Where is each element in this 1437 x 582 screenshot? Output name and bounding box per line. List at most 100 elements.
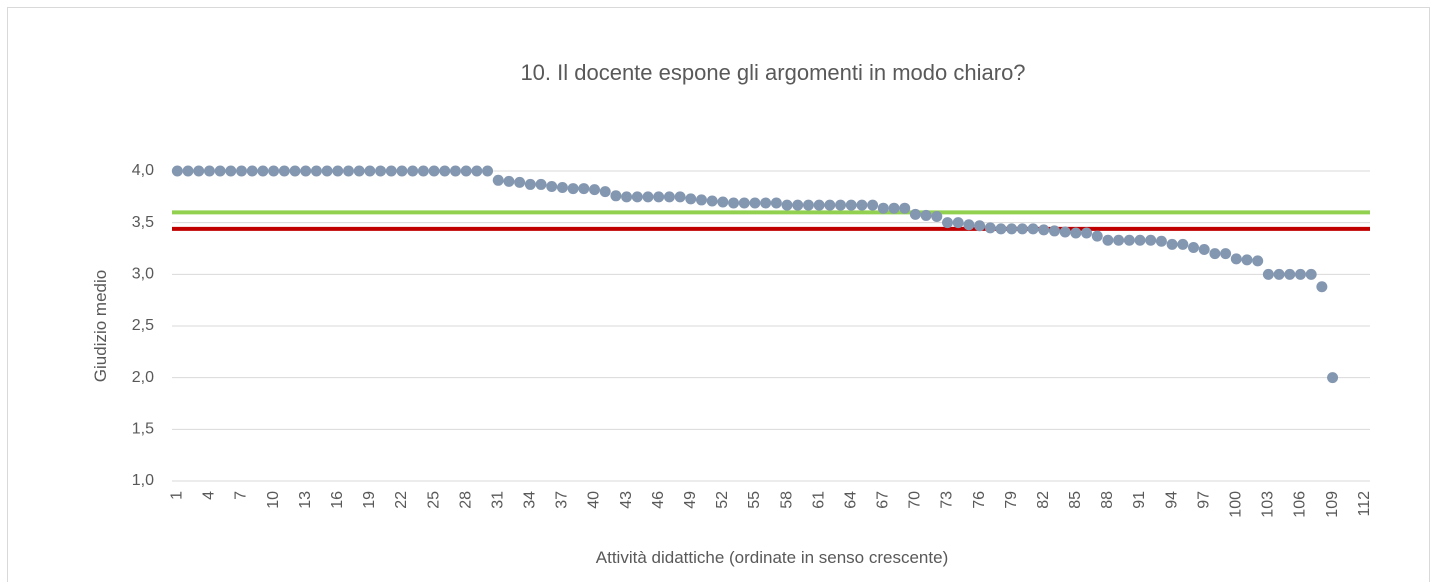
point bbox=[1134, 234, 1146, 246]
point bbox=[1327, 372, 1339, 384]
point bbox=[1102, 234, 1114, 246]
point bbox=[236, 165, 248, 177]
point bbox=[760, 197, 772, 209]
point bbox=[663, 191, 675, 203]
point bbox=[1145, 234, 1157, 246]
point bbox=[246, 165, 258, 177]
point bbox=[888, 202, 900, 214]
y-tick-label: 4,0 bbox=[132, 162, 154, 179]
point bbox=[1188, 241, 1200, 253]
point bbox=[1284, 268, 1296, 280]
x-tick-label: 58 bbox=[778, 491, 795, 509]
point bbox=[706, 195, 718, 207]
point bbox=[599, 186, 611, 198]
x-tick-label: 43 bbox=[618, 491, 635, 509]
x-tick-label: 61 bbox=[810, 491, 827, 509]
x-tick-label: 100 bbox=[1228, 491, 1245, 518]
point bbox=[653, 191, 665, 203]
x-tick-label: 109 bbox=[1324, 491, 1341, 518]
point bbox=[931, 210, 943, 222]
point bbox=[1262, 268, 1274, 280]
point bbox=[417, 165, 429, 177]
x-tick-label: 7 bbox=[233, 491, 250, 500]
point bbox=[332, 165, 344, 177]
point bbox=[685, 193, 697, 205]
point bbox=[342, 165, 354, 177]
point bbox=[556, 182, 568, 194]
point bbox=[845, 199, 857, 211]
point bbox=[268, 165, 280, 177]
x-tick-label: 13 bbox=[297, 491, 314, 509]
point bbox=[856, 199, 868, 211]
point bbox=[278, 165, 290, 177]
point bbox=[214, 165, 226, 177]
point bbox=[449, 165, 461, 177]
x-tick-label: 40 bbox=[586, 491, 603, 509]
point bbox=[1048, 225, 1060, 237]
point bbox=[963, 219, 975, 231]
chart-title: 10. Il docente espone gli argomenti in m… bbox=[520, 60, 1025, 85]
x-tick-label: 85 bbox=[1067, 491, 1084, 509]
point bbox=[578, 183, 590, 195]
point bbox=[535, 178, 547, 190]
point bbox=[1209, 248, 1221, 260]
point bbox=[321, 165, 333, 177]
point bbox=[310, 165, 322, 177]
y-tick-label: 2,5 bbox=[132, 317, 154, 334]
point bbox=[503, 175, 515, 187]
point bbox=[514, 176, 526, 188]
point bbox=[813, 199, 825, 211]
point bbox=[1273, 268, 1285, 280]
x-tick-label: 46 bbox=[650, 491, 667, 509]
x-tick-label: 52 bbox=[714, 491, 731, 509]
point bbox=[1027, 223, 1039, 235]
point bbox=[1113, 234, 1125, 246]
x-tick-label: 70 bbox=[907, 491, 924, 509]
y-tick-label: 1,5 bbox=[132, 421, 154, 438]
point bbox=[867, 199, 879, 211]
point bbox=[546, 181, 558, 192]
point bbox=[995, 223, 1007, 235]
x-tick-label: 55 bbox=[746, 491, 763, 509]
x-tick-label: 73 bbox=[939, 491, 956, 509]
x-tick-label: 25 bbox=[425, 491, 442, 509]
point bbox=[1016, 223, 1028, 235]
point bbox=[289, 165, 301, 177]
point bbox=[1166, 238, 1178, 250]
point bbox=[492, 174, 504, 186]
point bbox=[952, 217, 964, 229]
x-tick-label: 49 bbox=[682, 491, 699, 509]
point bbox=[674, 191, 686, 203]
point bbox=[1091, 230, 1103, 242]
point bbox=[1006, 223, 1018, 235]
x-tick-label: 76 bbox=[971, 491, 988, 509]
point bbox=[439, 165, 451, 177]
y-tick-label: 2,0 bbox=[132, 369, 154, 386]
x-tick-label: 1 bbox=[169, 491, 186, 500]
point bbox=[1252, 255, 1264, 267]
x-tick-label: 67 bbox=[875, 491, 892, 509]
x-tick-label: 97 bbox=[1195, 491, 1212, 509]
point bbox=[182, 165, 194, 177]
point bbox=[984, 222, 996, 234]
point bbox=[1081, 227, 1093, 239]
point bbox=[1155, 235, 1167, 247]
point bbox=[385, 165, 397, 177]
y-tick-label: 3,5 bbox=[132, 214, 154, 231]
point bbox=[375, 165, 387, 177]
point bbox=[835, 199, 847, 211]
point bbox=[824, 199, 836, 211]
point bbox=[781, 199, 793, 211]
x-tick-label: 64 bbox=[842, 491, 859, 509]
point bbox=[203, 165, 215, 177]
x-tick-label: 28 bbox=[457, 491, 474, 509]
point bbox=[524, 178, 536, 190]
point bbox=[695, 194, 707, 206]
point bbox=[909, 208, 921, 220]
point bbox=[1059, 226, 1071, 238]
point bbox=[920, 209, 932, 221]
point bbox=[749, 197, 761, 209]
point bbox=[407, 165, 419, 177]
point bbox=[1070, 227, 1082, 239]
